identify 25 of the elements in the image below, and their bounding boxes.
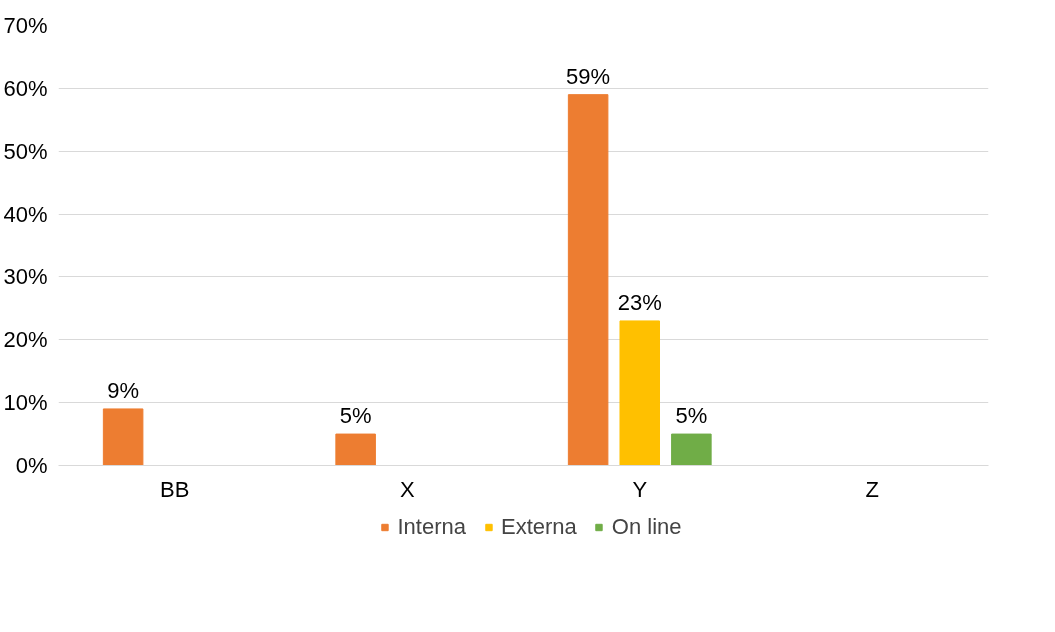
data-label: 5% <box>339 403 372 429</box>
y-tick-label: 60% <box>3 75 48 101</box>
bar <box>671 433 712 466</box>
x-tick-label: Y <box>632 476 648 502</box>
bar <box>619 320 661 466</box>
y-tick-label: 40% <box>3 201 48 227</box>
data-label: 5% <box>675 403 708 429</box>
legend-label: On line <box>611 513 682 540</box>
legend-label: Externa <box>500 513 577 540</box>
y-tick-label: 20% <box>3 327 48 353</box>
bar <box>335 433 376 466</box>
data-label: 23% <box>617 289 662 315</box>
y-tick-label: 50% <box>3 138 48 164</box>
bar <box>102 408 144 466</box>
y-tick-label: 0% <box>15 453 48 478</box>
x-tick-label: BB <box>160 476 190 502</box>
bar <box>567 94 609 466</box>
y-tick-label: 30% <box>3 264 48 290</box>
y-tick-label: 70% <box>3 13 48 38</box>
data-label: 9% <box>107 377 140 403</box>
data-label: 59% <box>566 63 611 89</box>
legend-label: Interna <box>397 513 466 540</box>
x-tick-label: X <box>399 476 415 502</box>
x-tick-label: Z <box>865 476 879 502</box>
y-tick-label: 10% <box>3 390 48 416</box>
